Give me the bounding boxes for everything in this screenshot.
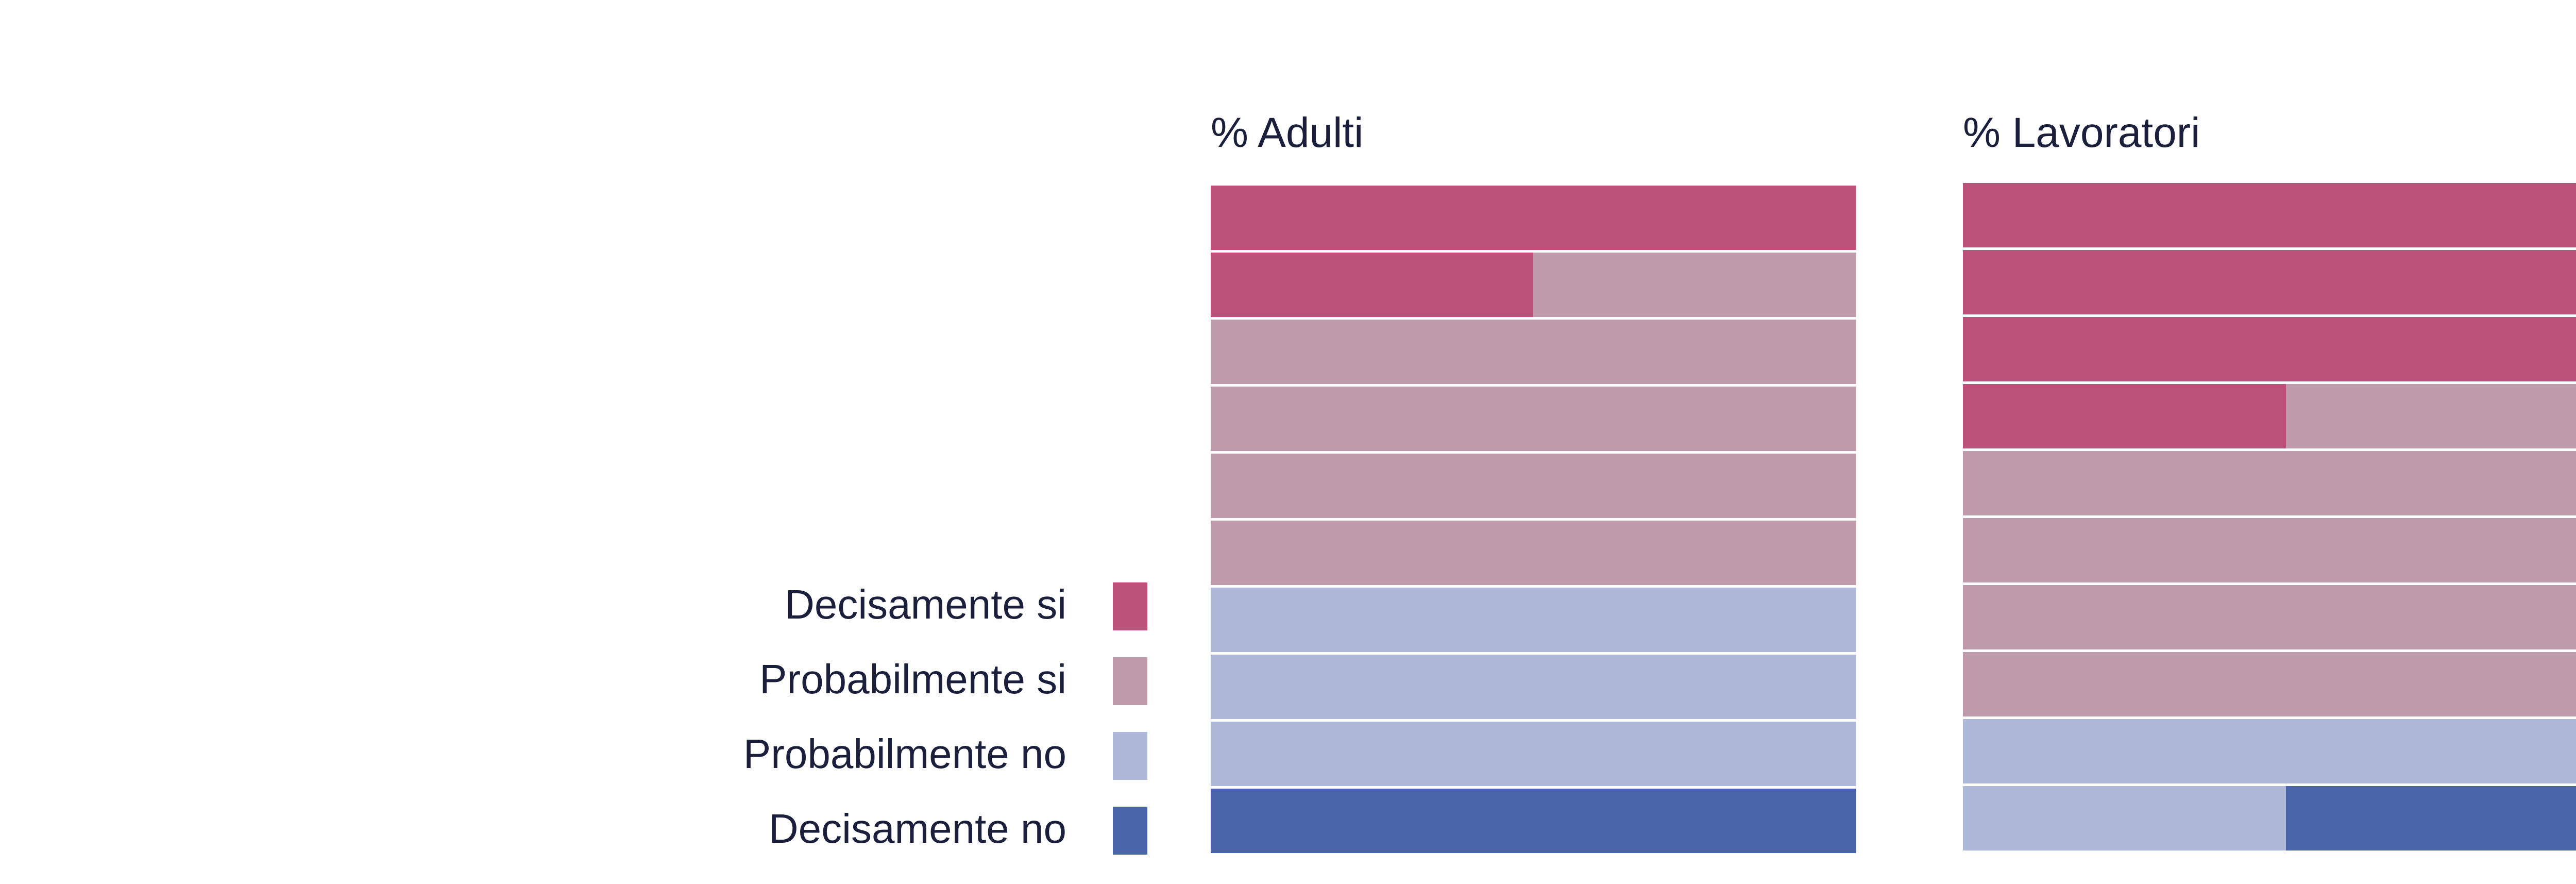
waffle-cell-lavoratori-12 bbox=[2286, 518, 2576, 582]
waffle-cell-adulti-14 bbox=[1533, 588, 1856, 652]
waffle-cell-adulti-19 bbox=[1211, 789, 1534, 853]
waffle-cell-lavoratori-4 bbox=[2286, 250, 2576, 314]
waffle-cell-lavoratori-6 bbox=[2286, 317, 2576, 381]
waffle-cell-adulti-11 bbox=[1211, 521, 1534, 585]
waffle-cell-lavoratori-8 bbox=[2286, 384, 2576, 448]
waffle-cell-lavoratori-16 bbox=[2286, 652, 2576, 716]
waffle-cell-adulti-6 bbox=[1533, 320, 1856, 384]
waffle-cell-lavoratori-20 bbox=[2286, 786, 2576, 850]
waffle-cell-adulti-17 bbox=[1211, 722, 1534, 786]
legend-label-decisamente-si: Decisamente si bbox=[785, 581, 1066, 627]
waffle-cell-adulti-10 bbox=[1533, 454, 1856, 518]
waffle-cell-lavoratori-5 bbox=[1963, 317, 2286, 381]
legend-swatch-probabilmente-si bbox=[1113, 657, 1147, 705]
waffle-cell-adulti-15 bbox=[1211, 655, 1534, 719]
legend-label-probabilmente-no: Probabilmente no bbox=[743, 731, 1066, 777]
waffle-cell-adulti-7 bbox=[1211, 387, 1534, 451]
waffle-cell-lavoratori-9 bbox=[1963, 451, 2286, 515]
waffle-cell-adulti-12 bbox=[1533, 521, 1856, 585]
legend-swatch-decisamente-no bbox=[1113, 807, 1147, 855]
waffle-cell-lavoratori-10 bbox=[2286, 451, 2576, 515]
waffle-cell-lavoratori-14 bbox=[2286, 585, 2576, 649]
waffle-cell-lavoratori-13 bbox=[1963, 585, 2286, 649]
legend-swatch-decisamente-si bbox=[1113, 582, 1147, 630]
panel-title-lavoratori: % Lavoratori bbox=[1963, 109, 2200, 156]
waffle-cell-adulti-5 bbox=[1211, 320, 1534, 384]
waffle-cell-lavoratori-18 bbox=[2286, 719, 2576, 783]
waffle-cell-lavoratori-1 bbox=[1963, 183, 2286, 247]
legend-swatch-probabilmente-no bbox=[1113, 732, 1147, 780]
panel-title-adulti: % Adulti bbox=[1211, 109, 1363, 156]
waffle-cell-adulti-2 bbox=[1533, 186, 1856, 250]
waffle-cell-lavoratori-11 bbox=[1963, 518, 2286, 582]
waffle-cell-adulti-4 bbox=[1533, 253, 1856, 317]
waffle-cell-lavoratori-15 bbox=[1963, 652, 2286, 716]
waffle-cell-adulti-8 bbox=[1533, 387, 1856, 451]
legend-label-decisamente-no: Decisamente no bbox=[769, 806, 1066, 852]
waffle-cell-lavoratori-3 bbox=[1963, 250, 2286, 314]
legend-label-probabilmente-si: Probabilmente si bbox=[759, 656, 1066, 702]
waffle-cell-adulti-18 bbox=[1533, 722, 1856, 786]
waffle-cell-lavoratori-7 bbox=[1963, 384, 2286, 448]
waffle-cell-adulti-16 bbox=[1533, 655, 1856, 719]
waffle-cell-adulti-20 bbox=[1533, 789, 1856, 853]
waffle-cell-adulti-3 bbox=[1211, 253, 1534, 317]
waffle-cells bbox=[1211, 183, 2576, 853]
waffle-cell-adulti-13 bbox=[1211, 588, 1534, 652]
waffle-cell-lavoratori-2 bbox=[2286, 183, 2576, 247]
legend: Decisamente si Probabilmente si Probabil… bbox=[743, 581, 1147, 855]
waffle-cell-adulti-9 bbox=[1211, 454, 1534, 518]
waffle-cell-lavoratori-19 bbox=[1963, 786, 2286, 850]
waffle-cell-lavoratori-17 bbox=[1963, 719, 2286, 783]
waffle-cell-adulti-1 bbox=[1211, 186, 1534, 250]
